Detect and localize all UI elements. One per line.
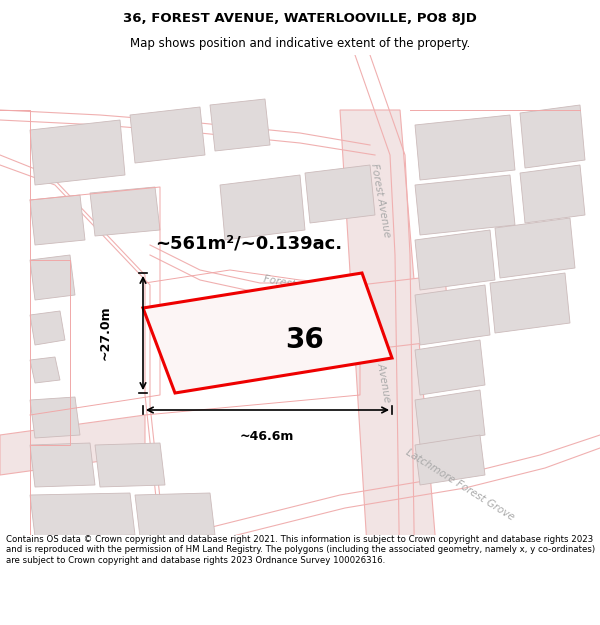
Text: Forest Close: Forest Close [263, 274, 328, 296]
Text: Latchmore Forest Grove: Latchmore Forest Grove [404, 448, 516, 522]
Polygon shape [145, 543, 230, 582]
Polygon shape [130, 107, 205, 163]
Polygon shape [415, 390, 485, 445]
Text: 36: 36 [286, 326, 325, 354]
Polygon shape [495, 218, 575, 278]
Polygon shape [30, 397, 80, 438]
Polygon shape [520, 105, 585, 168]
Polygon shape [340, 110, 440, 595]
Polygon shape [30, 493, 135, 537]
Polygon shape [415, 435, 485, 485]
Polygon shape [490, 273, 570, 333]
Polygon shape [30, 357, 60, 383]
Polygon shape [135, 493, 215, 537]
Polygon shape [305, 165, 375, 223]
Polygon shape [55, 543, 145, 582]
Polygon shape [415, 285, 490, 345]
Polygon shape [220, 175, 305, 240]
Text: 36, FOREST AVENUE, WATERLOOVILLE, PO8 8JD: 36, FOREST AVENUE, WATERLOOVILLE, PO8 8J… [123, 12, 477, 25]
Polygon shape [415, 230, 495, 290]
Polygon shape [210, 99, 270, 151]
Polygon shape [345, 543, 425, 582]
Polygon shape [415, 340, 485, 395]
Polygon shape [520, 165, 585, 223]
Polygon shape [0, 415, 145, 475]
Text: ~46.6m: ~46.6m [240, 430, 294, 443]
Polygon shape [30, 195, 85, 245]
Text: Forest Avenue: Forest Avenue [368, 328, 391, 402]
Polygon shape [30, 255, 75, 300]
Text: Contains OS data © Crown copyright and database right 2021. This information is : Contains OS data © Crown copyright and d… [6, 535, 595, 565]
Polygon shape [143, 273, 392, 393]
Polygon shape [30, 311, 65, 345]
Text: Map shows position and indicative extent of the property.: Map shows position and indicative extent… [130, 38, 470, 51]
Polygon shape [30, 120, 125, 185]
Text: Forest Avenue: Forest Avenue [368, 162, 391, 238]
Polygon shape [415, 115, 515, 180]
Text: ~561m²/~0.139ac.: ~561m²/~0.139ac. [155, 235, 342, 253]
Polygon shape [250, 543, 345, 582]
Polygon shape [30, 443, 95, 487]
Text: ~27.0m: ~27.0m [98, 306, 112, 360]
Polygon shape [95, 443, 165, 487]
Polygon shape [360, 275, 450, 350]
Polygon shape [90, 187, 160, 236]
Polygon shape [415, 175, 515, 235]
